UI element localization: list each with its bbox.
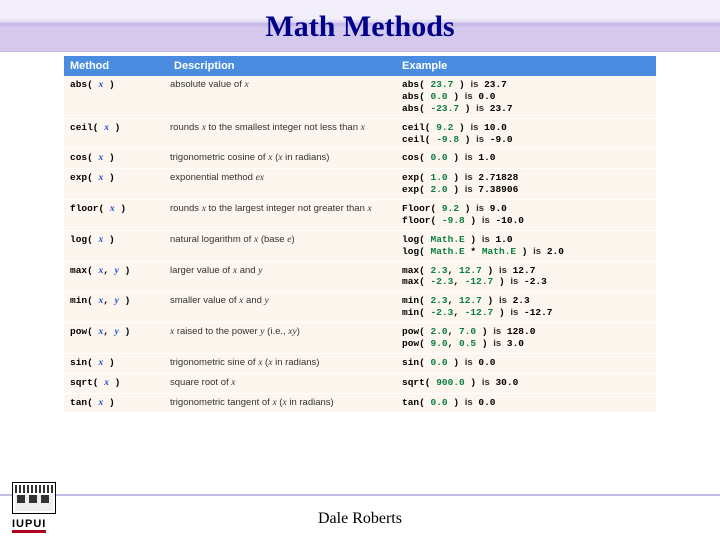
method-cell: sin( x ) (70, 357, 170, 370)
example-cell: exp( 1.0 ) is 2.71828exp( 2.0 ) is 7.389… (402, 172, 650, 196)
method-cell: abs( x ) (70, 79, 170, 115)
example-cell: cos( 0.0 ) is 1.0 (402, 152, 650, 165)
method-cell: ceil( x ) (70, 122, 170, 146)
table-row: ceil( x )rounds x to the smallest intege… (64, 119, 656, 150)
methods-table: Method Description Example abs( x )absol… (64, 56, 656, 413)
example-cell: tan( 0.0 ) is 0.0 (402, 397, 650, 410)
logo-text: IUPUI (12, 518, 46, 533)
desc-cell: exponential method ex (170, 172, 402, 196)
table-row: sqrt( x )square root of xsqrt( 900.0 ) i… (64, 374, 656, 394)
desc-cell: rounds x to the largest integer not grea… (170, 203, 402, 227)
example-cell: abs( 23.7 ) is 23.7abs( 0.0 ) is 0.0abs(… (402, 79, 650, 115)
example-cell: min( 2.3, 12.7 ) is 2.3min( -2.3, -12.7 … (402, 295, 650, 319)
table-row: floor( x )rounds x to the largest intege… (64, 200, 656, 231)
desc-cell: square root of x (170, 377, 402, 390)
iupui-logo: IUPUI (12, 482, 56, 532)
table-row: log( x )natural logarithm of x (base e)l… (64, 231, 656, 262)
table-row: exp( x )exponential method exexp( 1.0 ) … (64, 169, 656, 200)
desc-cell: trigonometric tangent of x (x in radians… (170, 397, 402, 410)
title-band: Math Methods (0, 0, 720, 52)
desc-cell: smaller value of x and y (170, 295, 402, 319)
method-cell: floor( x ) (70, 203, 170, 227)
table-row: max( x, y )larger value of x and ymax( 2… (64, 262, 656, 293)
method-cell: min( x, y ) (70, 295, 170, 319)
method-cell: exp( x ) (70, 172, 170, 196)
table-row: pow( x, y )x raised to the power y (i.e.… (64, 323, 656, 354)
example-cell: ceil( 9.2 ) is 10.0ceil( -9.8 ) is -9.0 (402, 122, 650, 146)
footer-divider (0, 494, 720, 496)
method-cell: pow( x, y ) (70, 326, 170, 350)
method-cell: log( x ) (70, 234, 170, 258)
desc-cell: x raised to the power y (i.e., xy) (170, 326, 402, 350)
example-cell: log( Math.E ) is 1.0log( Math.E * Math.E… (402, 234, 650, 258)
desc-cell: larger value of x and y (170, 265, 402, 289)
table-header: Method Description Example (64, 56, 656, 76)
table-row: min( x, y )smaller value of x and ymin( … (64, 292, 656, 323)
method-cell: sqrt( x ) (70, 377, 170, 390)
method-cell: cos( x ) (70, 152, 170, 165)
example-cell: pow( 2.0, 7.0 ) is 128.0pow( 9.0, 0.5 ) … (402, 326, 650, 350)
desc-cell: natural logarithm of x (base e) (170, 234, 402, 258)
col-method: Method (70, 60, 170, 72)
example-cell: max( 2.3, 12.7 ) is 12.7max( -2.3, -12.7… (402, 265, 650, 289)
example-cell: sqrt( 900.0 ) is 30.0 (402, 377, 650, 390)
desc-cell: trigonometric cosine of x (x in radians) (170, 152, 402, 165)
example-cell: Floor( 9.2 ) is 9.0floor( -9.8 ) is -10.… (402, 203, 650, 227)
page-title: Math Methods (0, 0, 720, 44)
table-row: cos( x )trigonometric cosine of x (x in … (64, 149, 656, 169)
table-row: abs( x )absolute value of xabs( 23.7 ) i… (64, 76, 656, 119)
desc-cell: trigonometric sine of x (x in radians) (170, 357, 402, 370)
col-desc: Description (170, 60, 402, 72)
desc-cell: rounds x to the smallest integer not les… (170, 122, 402, 146)
col-example: Example (402, 60, 650, 72)
table-row: sin( x )trigonometric sine of x (x in ra… (64, 354, 656, 374)
table-row: tan( x )trigonometric tangent of x (x in… (64, 394, 656, 414)
footer-author: Dale Roberts (0, 510, 720, 528)
example-cell: sin( 0.0 ) is 0.0 (402, 357, 650, 370)
desc-cell: absolute value of x (170, 79, 402, 115)
method-cell: tan( x ) (70, 397, 170, 410)
method-cell: max( x, y ) (70, 265, 170, 289)
logo-graphic (12, 482, 56, 514)
